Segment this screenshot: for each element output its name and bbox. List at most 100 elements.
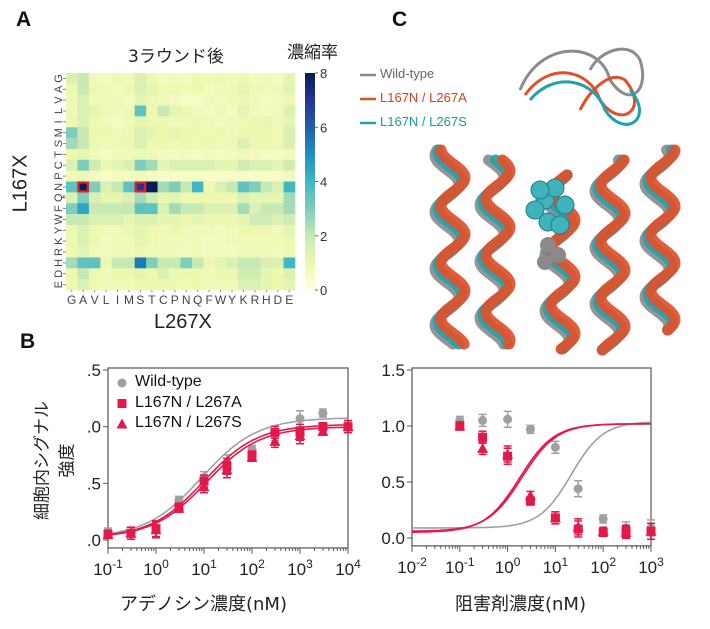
heatmap-cell: [100, 181, 113, 193]
heatmap-col-label: R: [251, 293, 260, 307]
chart-d-data-point: [525, 424, 535, 434]
heatmap-cell: [77, 235, 90, 247]
heatmap-cell: [123, 148, 135, 161]
colorbar-tick-label: 8: [320, 66, 327, 81]
heatmap-cell: [111, 224, 124, 237]
heatmap-cell: [88, 105, 101, 117]
heatmap-col-label: D: [273, 293, 282, 307]
heatmap-cell: [260, 127, 273, 139]
heatmap-cell: [66, 203, 78, 215]
heatmap-cell: [283, 257, 296, 269]
heatmap-cell: [111, 235, 124, 247]
heatmap-cell: [134, 257, 147, 269]
heatmap-cell: [249, 148, 261, 161]
heatmap-xlabel: L267X: [154, 311, 212, 333]
heatmap-cell: [66, 224, 78, 237]
heatmap-col-label: T: [148, 293, 156, 307]
heatmap-cell: [66, 148, 78, 161]
heatmap-cell: [260, 257, 273, 269]
heatmap-cell: [157, 138, 170, 150]
heatmap-cell: [237, 73, 250, 85]
heatmap-cell: [111, 203, 124, 215]
heatmap-cell: [180, 138, 193, 150]
heatmap-cell: [226, 203, 239, 215]
heatmap-cell: [88, 138, 101, 150]
heatmap-cell: [249, 246, 261, 258]
heatmap-cell: [191, 159, 204, 171]
heatmap-cell: [111, 138, 124, 150]
chart-d-data-point: [645, 525, 657, 536]
heatmap-cell: [191, 257, 204, 269]
heatmap-cell: [203, 73, 216, 85]
heatmap-col-label: Q: [193, 293, 202, 307]
heatmap-cell: [66, 83, 78, 95]
heatmap-cell: [169, 192, 181, 204]
heatmap-cell: [237, 257, 250, 269]
heatmap-col-label: Y: [228, 293, 236, 307]
chart-d-data-point: [503, 414, 513, 424]
heatmap-cell: [169, 73, 181, 85]
heatmap-cell: [180, 127, 193, 139]
heatmap-cell: [203, 159, 216, 171]
heatmap-row-label: K: [53, 237, 65, 245]
heatmap-col-label: H: [262, 293, 271, 307]
heatmap-cell: [249, 73, 261, 85]
heatmap-cell: [180, 257, 193, 269]
chart-d-ytick-label: 1.0: [381, 417, 405, 436]
heatmap-cell: [134, 181, 147, 193]
chart-d-data-point: [573, 484, 583, 494]
ligand-sphere: [550, 215, 570, 235]
heatmap-cell: [237, 116, 250, 128]
heatmap-cell: [146, 170, 158, 182]
heatmap-cell: [249, 83, 261, 95]
chart-b-fit-curve: [107, 417, 349, 535]
heatmap-row-label: L: [53, 108, 65, 114]
colorbar-tick-label: 6: [320, 120, 327, 135]
heatmap-cell: [66, 257, 78, 269]
heatmap-cell: [123, 159, 135, 171]
heatmap-cell: [272, 181, 284, 193]
heatmap-cell: [283, 170, 296, 182]
heatmap-cell: [180, 116, 193, 128]
heatmap-cell: [249, 279, 261, 291]
legend-marker: [117, 378, 127, 388]
heatmap-cell: [180, 246, 193, 258]
heatmap-cell: [111, 94, 124, 106]
heatmap-cell: [77, 94, 90, 106]
chart-b-xlabel: アデノシン濃度(nM): [120, 594, 287, 615]
heatmap-cell: [203, 105, 216, 117]
heatmap-cell: [203, 181, 216, 193]
chart-d-xtick-label: 10-2: [397, 555, 427, 577]
chart-d-data-point: [477, 442, 489, 453]
heatmap-cell: [226, 138, 239, 150]
chart-b-data-point: [198, 481, 210, 492]
heatmap-cell: [214, 279, 227, 291]
heatmap-cell: [226, 148, 239, 161]
chart-d-fit-curve: [412, 423, 651, 532]
heatmap-cell: [157, 224, 170, 237]
heatmap-cell: [226, 279, 239, 291]
heatmap-cell: [272, 94, 284, 106]
heatmap-cell: [214, 94, 227, 106]
colorbar: [305, 73, 315, 290]
heatmap-cell: [77, 214, 90, 226]
heatmap-cell: [191, 203, 204, 215]
heatmap-cell: [157, 214, 170, 226]
heatmap-cell: [146, 214, 158, 226]
heatmap-cell: [100, 268, 113, 280]
chart-b-ytick-label: .0: [87, 418, 101, 437]
heatmap-cell: [134, 159, 147, 171]
heatmap-cell: [111, 279, 124, 291]
chart-b-fit-curve: [107, 424, 349, 536]
heatmap-cell: [191, 148, 204, 161]
heatmap-cell: [157, 235, 170, 247]
heatmap-row-label: Y: [53, 226, 65, 234]
heatmap-cell: [169, 203, 181, 215]
heatmap-cell: [146, 83, 158, 95]
heatmap-cell: [169, 235, 181, 247]
heatmap-cell: [146, 192, 158, 204]
heatmap-cell: [272, 235, 284, 247]
heatmap-row-label: N: [53, 183, 65, 191]
colorbar-label: 濃縮率: [287, 43, 338, 63]
heatmap-cell: [77, 257, 90, 269]
